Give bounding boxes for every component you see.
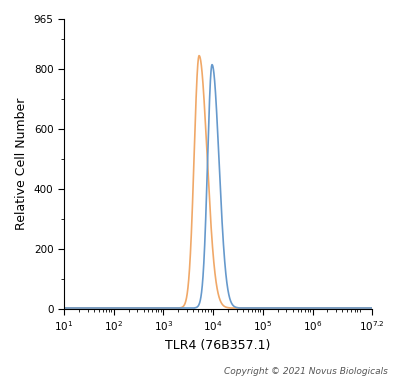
Y-axis label: Relative Cell Number: Relative Cell Number (15, 98, 28, 230)
Text: Copyright © 2021 Novus Biologicals: Copyright © 2021 Novus Biologicals (224, 367, 388, 376)
X-axis label: TLR4 (76B357.1): TLR4 (76B357.1) (165, 339, 271, 352)
